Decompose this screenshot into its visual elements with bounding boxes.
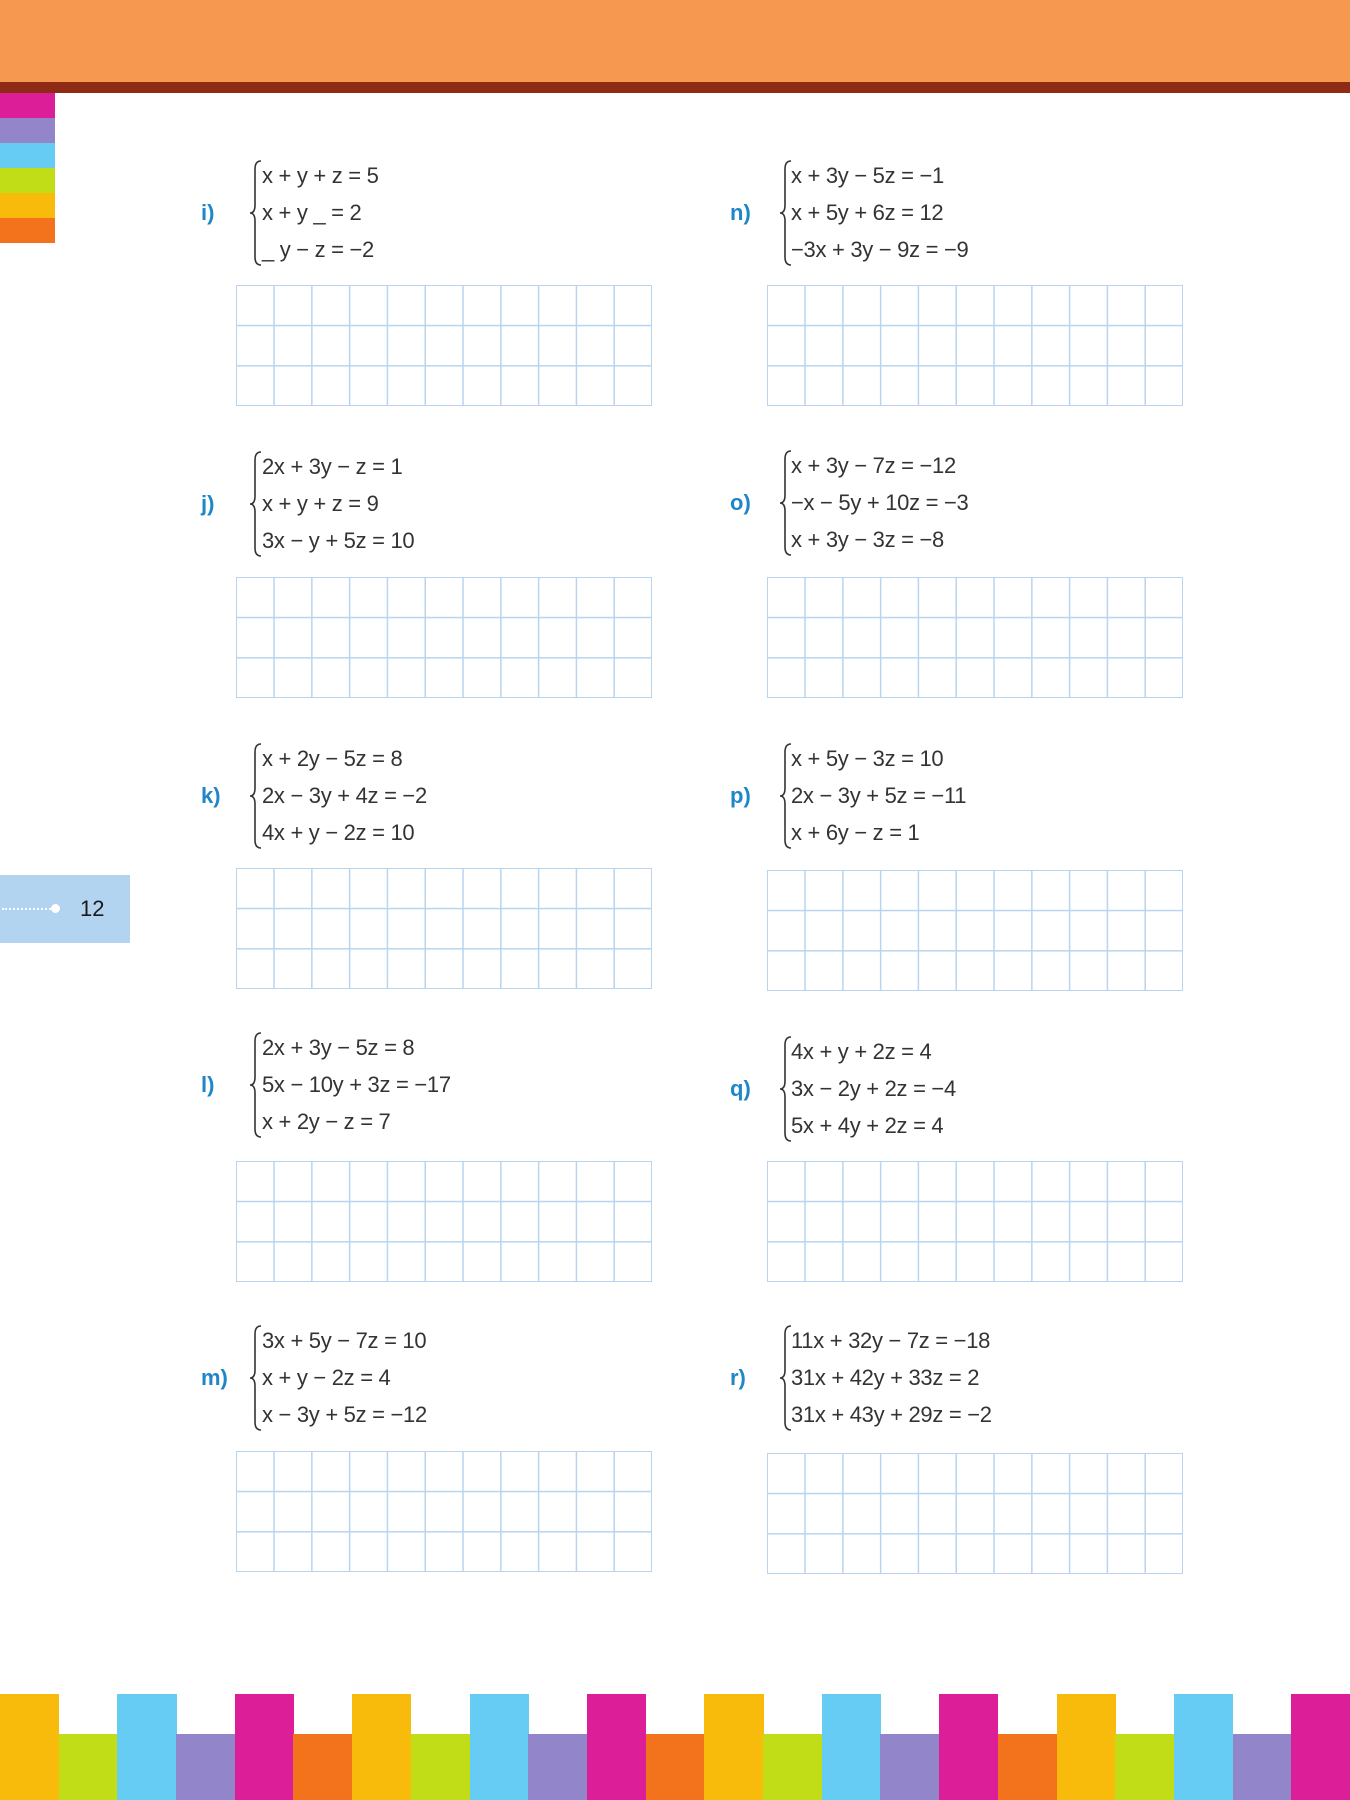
exercise-label: k): [201, 783, 221, 808]
equation: −3x + 3y − 9z = −9: [791, 237, 969, 262]
footer-bar: [293, 1734, 353, 1800]
footer-bar: [704, 1694, 764, 1800]
exercise-label: r): [730, 1365, 746, 1390]
footer-bar: [176, 1734, 236, 1800]
equation: 3x + 5y − 7z = 10: [262, 1328, 427, 1353]
footer-bar: [117, 1694, 177, 1800]
brace-icon: [779, 1036, 792, 1142]
equation: x + 3y − 5z = −1: [791, 163, 944, 188]
answer-grid[interactable]: [236, 1161, 652, 1282]
exercise-label: p): [730, 783, 751, 808]
side-tab-2: [0, 143, 55, 168]
equation: 4x + y − 2z = 10: [262, 820, 415, 845]
equation: x + 2y − z = 7: [262, 1109, 391, 1134]
footer-bar: [645, 1734, 705, 1800]
equation: _ y − z = −2: [262, 237, 374, 262]
equation: x − 3y + 5z = −12: [262, 1402, 427, 1427]
footer-bar: [1056, 1694, 1116, 1800]
footer-bar: [58, 1734, 118, 1800]
side-tab-1: [0, 118, 55, 143]
brace-icon: [779, 743, 792, 849]
brace-icon: [249, 451, 262, 557]
equation: x + 2y − 5z = 8: [262, 746, 403, 771]
exercise-label: j): [201, 491, 215, 516]
equation: 3x − 2y + 2z = −4: [791, 1076, 956, 1101]
exercise-label: q): [730, 1076, 751, 1101]
side-tab-3: [0, 168, 55, 193]
dot-icon: [51, 904, 60, 913]
footer-bar: [528, 1734, 588, 1800]
equation: x + 5y − 3z = 10: [791, 746, 944, 771]
brace-icon: [249, 160, 262, 266]
footer-bar: [880, 1734, 940, 1800]
equation: x + y + z = 5: [262, 163, 379, 188]
equation: 11x + 32y − 7z = −18: [791, 1328, 991, 1353]
answer-grid[interactable]: [767, 285, 1183, 406]
equation: 2x − 3y + 4z = −2: [262, 783, 427, 808]
footer-bar: [1173, 1694, 1234, 1800]
footer-color-bars: [0, 1694, 1350, 1800]
footer-bar: [410, 1734, 471, 1800]
equation: 2x − 3y + 5z = −11: [791, 783, 967, 808]
exercise-label: m): [201, 1365, 228, 1390]
footer-bar: [0, 1694, 60, 1800]
exercise-label: l): [201, 1072, 215, 1097]
equation: 5x + 4y + 2z = 4: [791, 1113, 944, 1138]
equation: x + 6y − z = 1: [791, 820, 920, 845]
brace-icon: [779, 1325, 792, 1431]
equation: x + y + z = 9: [262, 491, 379, 516]
answer-grid[interactable]: [236, 285, 652, 406]
exercise-label: o): [730, 490, 751, 515]
equation: 2x + 3y − 5z = 8: [262, 1035, 415, 1060]
brace-icon: [249, 1325, 262, 1431]
dotted-line: [2, 908, 54, 910]
footer-bar: [586, 1694, 647, 1800]
answer-grid[interactable]: [767, 577, 1183, 698]
equation: x + 5y + 6z = 12: [791, 200, 944, 225]
brace-icon: [249, 743, 262, 849]
page-number: 12: [80, 896, 105, 921]
equation: x + 3y − 7z = −12: [791, 453, 956, 478]
equation: 3x − y + 5z = 10: [262, 528, 415, 553]
answer-grid[interactable]: [767, 1453, 1183, 1574]
equation: 31x + 42y + 33z = 2: [791, 1365, 980, 1390]
side-tab-5: [0, 218, 55, 243]
answer-grid[interactable]: [767, 1161, 1183, 1282]
header-band: [0, 82, 1350, 93]
footer-bar: [352, 1694, 412, 1800]
footer-bar: [1232, 1734, 1292, 1800]
brace-icon: [249, 1032, 262, 1138]
side-tab-4: [0, 193, 55, 218]
brace-icon: [779, 160, 792, 266]
side-color-tabs: [0, 93, 55, 243]
footer-bar: [763, 1734, 823, 1800]
equation: 5x − 10y + 3z = −17: [262, 1072, 451, 1097]
equation: x + y _ = 2: [262, 200, 362, 225]
side-tab-0: [0, 93, 55, 118]
page-number-tab: 12: [0, 875, 130, 943]
footer-bar: [469, 1694, 529, 1800]
answer-grid[interactable]: [236, 577, 652, 698]
equation: −x − 5y + 10z = −3: [791, 490, 969, 515]
brace-icon: [779, 450, 792, 556]
header-bar: [0, 0, 1350, 82]
footer-bar: [939, 1694, 999, 1800]
equation: x + y − 2z = 4: [262, 1365, 391, 1390]
footer-bar: [234, 1694, 294, 1800]
answer-grid[interactable]: [236, 868, 652, 989]
equation: x + 3y − 3z = −8: [791, 527, 944, 552]
equation: 2x + 3y − z = 1: [262, 454, 403, 479]
equation: 31x + 43y + 29z = −2: [791, 1402, 992, 1427]
exercise-label: n): [730, 200, 751, 225]
footer-bar: [997, 1734, 1057, 1800]
footer-bar: [1291, 1694, 1350, 1800]
answer-grid[interactable]: [236, 1451, 652, 1572]
answer-grid[interactable]: [767, 870, 1183, 991]
footer-bar: [1115, 1734, 1175, 1800]
footer-bar: [821, 1694, 881, 1800]
equation: 4x + y + 2z = 4: [791, 1039, 932, 1064]
exercise-label: i): [201, 200, 215, 225]
